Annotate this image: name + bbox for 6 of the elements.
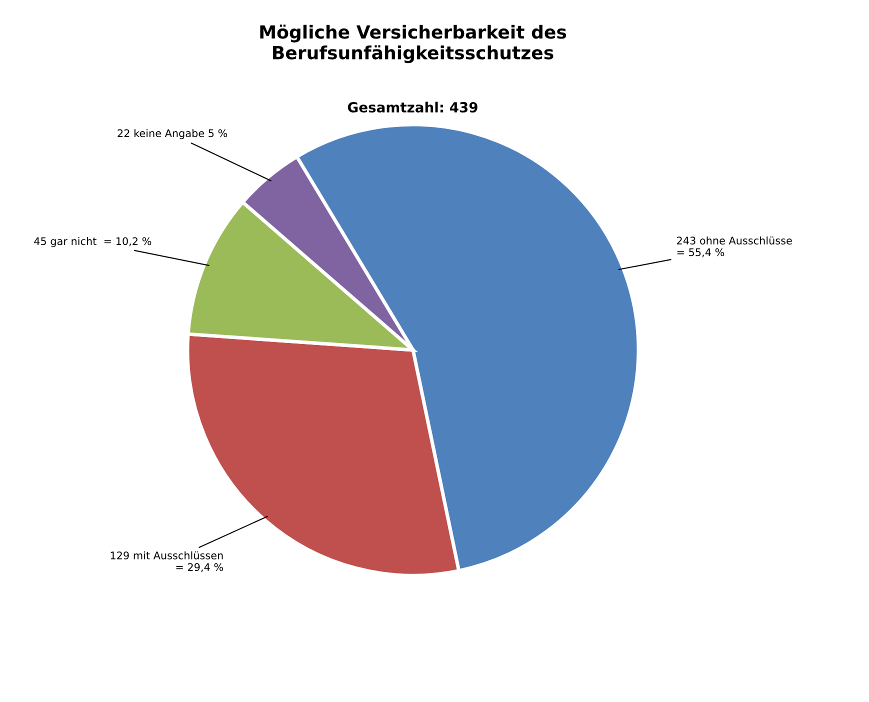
slice-label: 243 ohne Ausschlüsse = 55,4 % bbox=[677, 236, 792, 258]
slice-label: 22 keine Angabe 5 % bbox=[118, 129, 228, 140]
slice-label: 45 gar nicht = 10,2 % bbox=[34, 237, 152, 248]
slice-label: 129 mit Ausschlüssen = 29,4 % bbox=[110, 551, 224, 572]
chart-title: Mögliche Versicherbarkeit des Berufsunfähigkeitsschutzes bbox=[260, 24, 566, 64]
chart-subtitle: Gesamtzahl: 439 bbox=[348, 102, 478, 113]
